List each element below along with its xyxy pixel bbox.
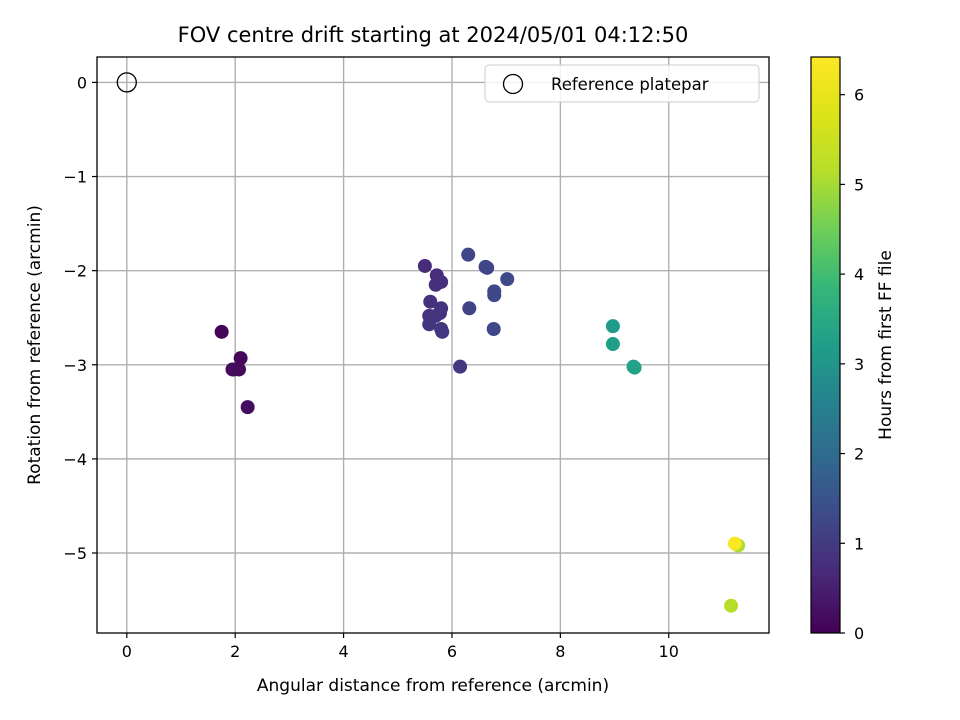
x-tick-label: 10 [659, 642, 679, 661]
colorbar-tick-label: 5 [854, 175, 864, 194]
data-point [461, 247, 476, 262]
colorbar-tick-label: 1 [854, 534, 864, 553]
data-point [423, 294, 438, 309]
x-axis-label: Angular distance from reference (arcmin) [257, 676, 609, 696]
data-point [605, 337, 620, 352]
legend: Reference platepar [484, 64, 760, 103]
y-tick-label: −4 [63, 450, 87, 469]
y-axis-label: Rotation from reference (arcmin) [25, 205, 45, 485]
data-point [428, 277, 443, 292]
data-point [627, 360, 642, 375]
data-point [233, 351, 248, 366]
data-point [240, 400, 255, 415]
data-point [605, 319, 620, 334]
data-point [724, 598, 739, 613]
colorbar-gradient [810, 56, 841, 634]
colorbar-tick-label: 3 [854, 355, 864, 374]
colorbar-tick-label: 2 [854, 445, 864, 464]
y-tick-label: −1 [63, 168, 87, 187]
colorbar-ticks: 0 1 2 3 4 5 6 [840, 86, 864, 643]
legend-box [484, 64, 760, 103]
colorbar-label: Hours from first FF file [876, 250, 896, 440]
colorbar-tick-label: 4 [854, 265, 864, 284]
chart-title: FOV centre drift starting at 2024/05/01 … [178, 23, 689, 47]
colorbar: 0 1 2 3 4 5 6 Hours from first FF file [810, 56, 896, 643]
data-point [422, 317, 437, 332]
plot-frame [96, 56, 770, 634]
x-tick-label: 6 [447, 642, 457, 661]
legend-label-reference: Reference platepar [551, 75, 709, 94]
data-points [116, 72, 746, 613]
y-tick-label: 0 [77, 73, 87, 92]
reference-point-marker [116, 72, 137, 93]
data-point [486, 322, 501, 336]
x-tick-label: 8 [555, 642, 565, 661]
data-point [417, 258, 432, 273]
colorbar-tick-label: 0 [854, 624, 864, 643]
grid [97, 57, 769, 633]
y-axis-ticks: 0 −1 −2 −3 −4 −5 [63, 73, 97, 563]
data-point [480, 260, 495, 275]
x-tick-label: 4 [338, 642, 348, 661]
y-tick-label: −5 [63, 544, 87, 563]
data-point [487, 288, 502, 303]
legend-marker-reference [502, 73, 524, 95]
x-axis-ticks: 0 2 4 6 8 10 [122, 633, 679, 661]
x-tick-label: 0 [122, 642, 132, 661]
data-point [225, 362, 240, 377]
y-tick-label: −3 [63, 356, 87, 375]
data-point [453, 359, 468, 374]
x-tick-label: 2 [230, 642, 240, 661]
data-point [500, 272, 515, 287]
data-point [727, 536, 742, 551]
data-point [462, 301, 477, 316]
y-tick-label: −2 [63, 262, 87, 281]
data-point [214, 324, 229, 339]
data-point [435, 324, 450, 339]
colorbar-tick-label: 6 [854, 86, 864, 105]
